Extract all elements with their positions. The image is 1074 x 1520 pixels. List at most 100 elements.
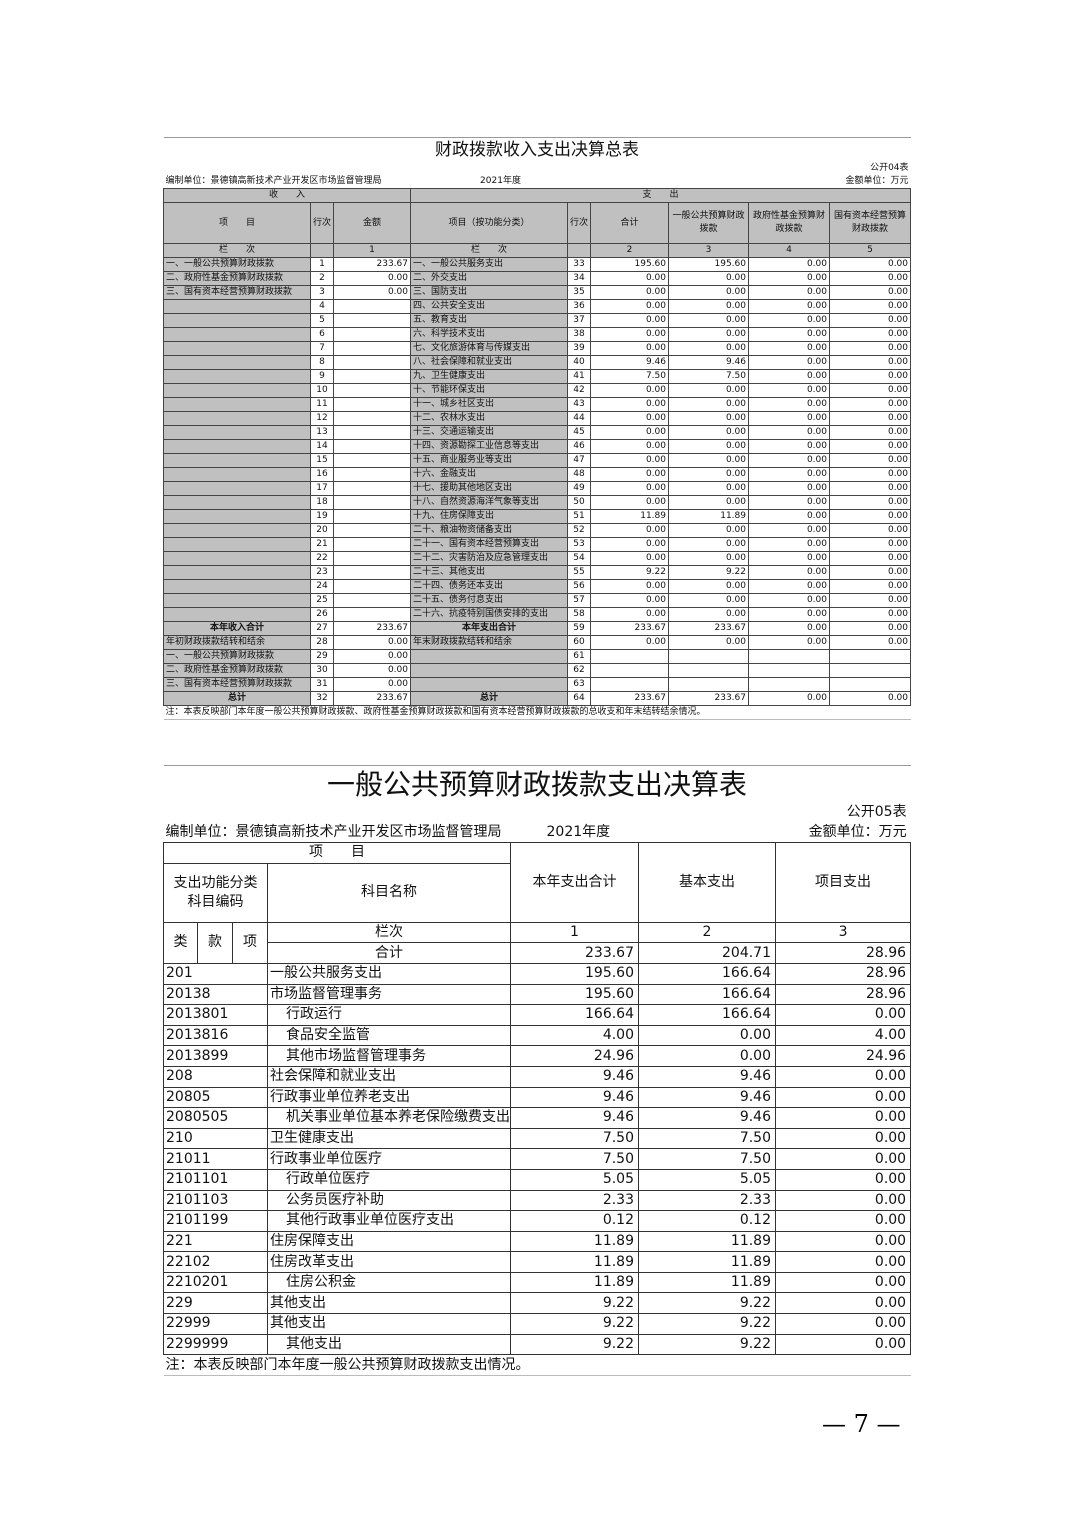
expense-header: 支 出 <box>409 188 912 203</box>
table-cell: 50 <box>567 495 591 510</box>
table-cell: 0.00 <box>748 467 830 482</box>
table-cell: 0.00 <box>668 453 749 468</box>
table-cell: 0.00 <box>590 635 669 650</box>
table-cell <box>163 495 311 510</box>
table-cell: 25 <box>310 593 334 608</box>
table-cell: 0.00 <box>668 523 749 538</box>
table-row: 18 十八、自然资源海洋气象等支出 50 0.00 0.00 0.00 0.00 <box>163 495 912 510</box>
table-cell: 0.00 <box>748 495 830 510</box>
table-cell: 0.00 <box>668 439 749 454</box>
amount-cell: 28.96 <box>774 962 912 985</box>
table-cell <box>163 579 311 594</box>
amount-cell: 166.64 <box>638 1004 776 1026</box>
table-cell: 总计 <box>410 691 568 706</box>
table-row: 201 一般公共服务支出 195.60 166.64 28.96 <box>163 962 912 985</box>
col-no: 2 <box>638 921 776 944</box>
table-cell: 35 <box>567 285 591 300</box>
table-cell: 0.00 <box>748 411 830 426</box>
table-cell: 0.00 <box>590 453 669 468</box>
amount-cell: 11.89 <box>638 1251 776 1273</box>
table-row: 210 卫生健康支出 7.50 7.50 0.00 <box>163 1127 912 1150</box>
table-cell: 48 <box>567 467 591 482</box>
amount-cell: 166.64 <box>510 1004 639 1026</box>
subject-code: 229 <box>163 1292 268 1315</box>
table1-money-unit: 金额单位：万元 <box>845 176 909 186</box>
table-cell <box>163 607 311 622</box>
subject-name: 住房公积金 <box>267 1271 511 1294</box>
header-kuan: 款 <box>197 921 233 964</box>
table-cell: 0.00 <box>333 663 411 678</box>
table-cell: 六、科学技术支出 <box>410 327 568 342</box>
column-number <box>567 243 591 258</box>
note-row: 注：本表反映部门本年度一般公共预算财政拨款、政府性基金预算财政拨款和国有资本经营… <box>163 705 911 720</box>
table-cell: 十九、住房保障支出 <box>410 509 568 524</box>
amount-cell: 2.33 <box>638 1189 776 1212</box>
table-row: 20138 市场监督管理事务 195.60 166.64 28.96 <box>163 983 912 1006</box>
table-cell: 0.00 <box>590 299 669 314</box>
table-row: 一、一般公共预算财政拨款 1 233.67 一、一般公共服务支出 33 195.60 195… <box>163 257 912 272</box>
amount-cell: 11.89 <box>510 1251 639 1273</box>
header-project: 项目支出 <box>774 842 912 923</box>
table-cell: 0.00 <box>668 271 749 286</box>
table-cell: 0.00 <box>668 467 749 482</box>
table-cell: 34 <box>567 271 591 286</box>
table-cell: 61 <box>567 649 591 664</box>
table-cell: 15 <box>310 453 334 468</box>
table-cell: 三、国防支出 <box>410 285 568 300</box>
table-cell: 0.00 <box>828 369 912 384</box>
amount-cell: 0.12 <box>638 1210 776 1232</box>
table-cell: 0.00 <box>748 313 830 328</box>
amount-cell: 9.22 <box>638 1313 776 1335</box>
table-cell: 60 <box>567 635 591 650</box>
table-cell: 11.89 <box>668 509 749 524</box>
table-cell <box>748 663 830 678</box>
table-cell: 0.00 <box>590 411 669 426</box>
table-row: 2101101 行政单位医疗 5.05 5.05 0.00 <box>163 1168 912 1191</box>
table-cell <box>163 383 311 398</box>
amount-cell: 7.50 <box>510 1148 639 1170</box>
subject-code: 20138 <box>163 983 268 1006</box>
table-cell: 0.00 <box>668 537 749 552</box>
table-cell: 八、社会保障和就业支出 <box>410 355 568 370</box>
subject-name: 其他市场监督管理事务 <box>267 1045 511 1067</box>
table-row: 7 七、文化旅游体育与传媒支出 39 0.00 0.00 0.00 0.00 <box>163 341 912 356</box>
subject-code: 210 <box>163 1127 268 1150</box>
table-cell: 0.00 <box>668 397 749 412</box>
header-xiang: 项 <box>232 921 268 964</box>
column-number: 1 <box>333 243 411 258</box>
table-cell: 43 <box>567 397 591 412</box>
table-cell: 23 <box>310 565 334 580</box>
column-header: 政府性基金预算财政拨款 <box>748 202 830 244</box>
table-cell: 0.00 <box>668 285 749 300</box>
table-cell: 7.50 <box>590 369 669 384</box>
table-cell: 10 <box>310 383 334 398</box>
table1-title: 财政拨款收入支出决算总表 <box>163 137 911 162</box>
table-cell: 9.46 <box>590 355 669 370</box>
table-cell: 十八、自然资源海洋气象等支出 <box>410 495 568 510</box>
table-cell: 1 <box>310 257 334 272</box>
table-cell <box>163 327 311 342</box>
amount-cell: 0.00 <box>774 1313 912 1335</box>
table-cell: 0.00 <box>668 411 749 426</box>
amount-cell: 2.33 <box>510 1189 639 1212</box>
table-cell: 7 <box>310 341 334 356</box>
table-cell: 6 <box>310 327 334 342</box>
table-cell: 十一、城乡社区支出 <box>410 397 568 412</box>
header-basic: 基本支出 <box>638 842 776 923</box>
table-cell: 14 <box>310 439 334 454</box>
subject-code: 20805 <box>163 1086 268 1109</box>
table-cell: 二、政府性基金预算财政拨款 <box>163 663 311 678</box>
table-cell: 0.00 <box>748 299 830 314</box>
subject-code: 2013801 <box>163 1004 268 1026</box>
table-cell: 62 <box>567 663 591 678</box>
table-cell: 0.00 <box>333 649 411 664</box>
table-row: 22999 其他支出 9.22 9.22 0.00 <box>163 1313 912 1335</box>
table-cell: 年初财政拨款结转和结余 <box>163 635 311 650</box>
table-row: 22102 住房改革支出 11.89 11.89 0.00 <box>163 1251 912 1273</box>
table-row: 22 二十二、灾害防治及应急管理支出 54 0.00 0.00 0.00 0.00 <box>163 551 912 566</box>
subject-name: 行政事业单位医疗 <box>267 1148 511 1170</box>
subject-code: 22102 <box>163 1251 268 1273</box>
table-cell: 二十六、抗疫特别国债安排的支出 <box>410 607 568 622</box>
subject-code: 2299999 <box>163 1333 268 1356</box>
table2-unit-org: 编制单位：景德镇高新技术产业开发区市场监督管理局 <box>163 822 511 844</box>
